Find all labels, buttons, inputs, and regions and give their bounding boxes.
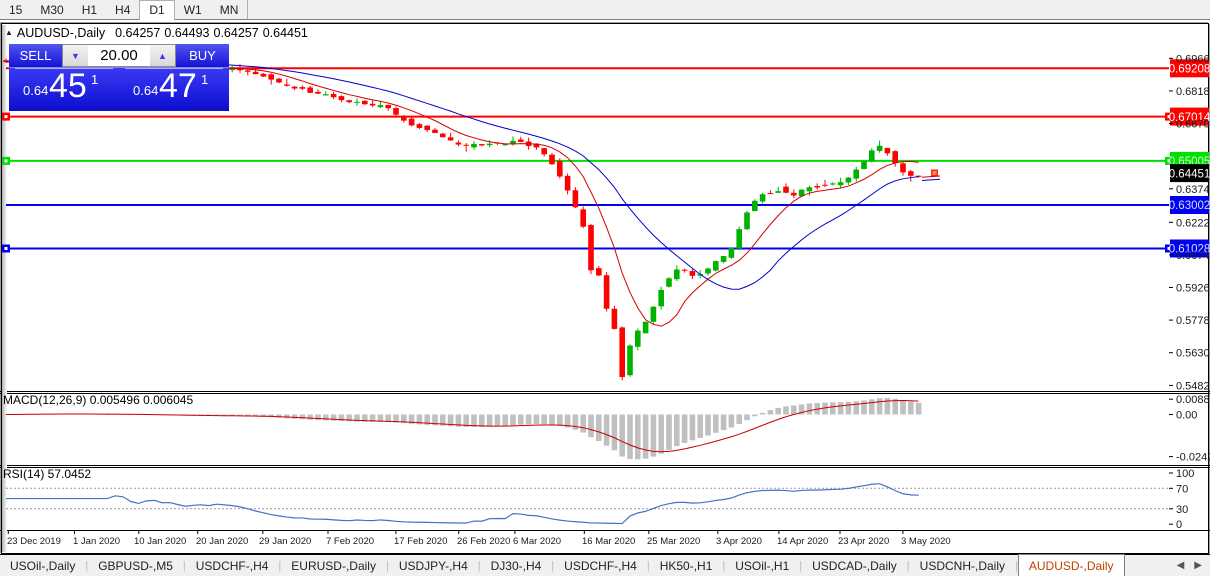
svg-text:100: 100 xyxy=(1176,468,1194,480)
svg-text:0: 0 xyxy=(1176,519,1182,531)
svg-text:0.008833: 0.008833 xyxy=(1176,394,1210,406)
svg-text:0.00: 0.00 xyxy=(1176,410,1197,422)
svg-text:0.63002: 0.63002 xyxy=(1169,200,1210,212)
svg-text:70: 70 xyxy=(1176,483,1188,495)
svg-text:30: 30 xyxy=(1176,504,1188,516)
svg-text:0.64451: 0.64451 xyxy=(1169,168,1210,180)
svg-text:-0.02428: -0.02428 xyxy=(1176,452,1210,464)
